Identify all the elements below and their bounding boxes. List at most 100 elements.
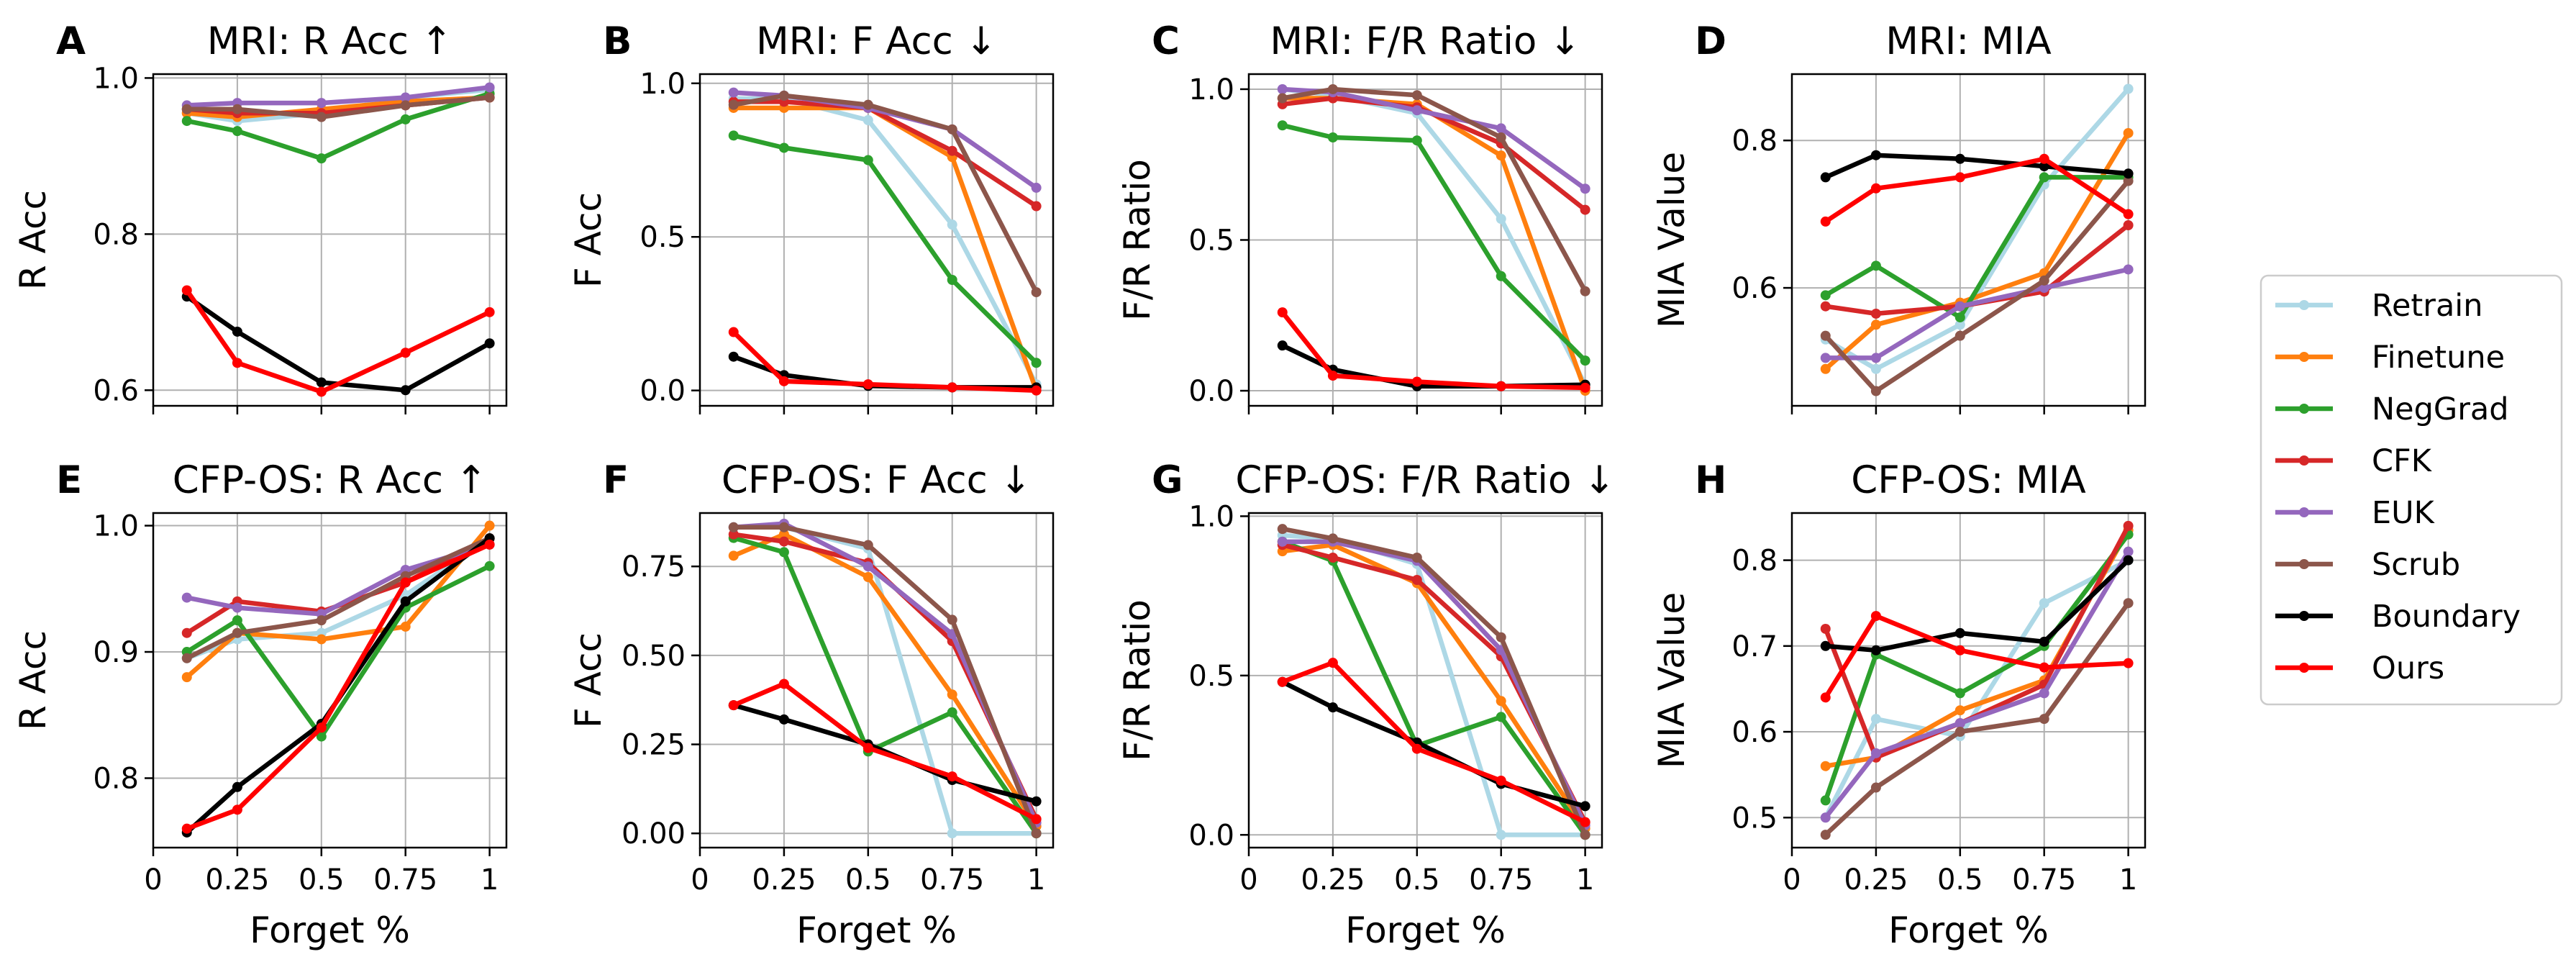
legend-entry-retrain: Retrain xyxy=(2275,288,2483,324)
legend-label: CFK xyxy=(2372,443,2433,479)
data-point xyxy=(1277,340,1288,351)
data-point xyxy=(400,621,411,632)
legend-entry-neggrad: NegGrad xyxy=(2275,391,2509,427)
data-point xyxy=(316,634,327,645)
data-point xyxy=(181,116,192,127)
panel-title: MRI: MIA xyxy=(1885,19,2052,63)
data-point xyxy=(947,828,957,839)
data-point xyxy=(778,90,789,101)
panel-B: 0.0 0.5 1.0 MRI: F Acc ↓ B F Acc xyxy=(568,19,1055,414)
legend-label: Scrub xyxy=(2372,547,2460,583)
data-point xyxy=(1954,153,1965,164)
data-point xyxy=(947,274,957,285)
x-tick-label: 0.25 xyxy=(1844,863,1908,897)
panel-G: 0.0 0.5 1.0 0 0.25 0.5 0.75 1 CFP-OS: F/R Ratio … xyxy=(1116,458,1616,951)
panel-title: MRI: F/R Ratio ↓ xyxy=(1270,19,1580,63)
data-point xyxy=(2039,714,2049,725)
x-tick-label: 1 xyxy=(481,863,499,897)
data-point xyxy=(400,100,411,111)
data-point xyxy=(1820,172,1831,183)
y-tick-label: 1.0 xyxy=(1188,73,1234,106)
data-point xyxy=(1411,376,1422,387)
panel-D: 0.6 0.8 MRI: MIA D MIA Value xyxy=(1651,19,2147,414)
legend-label: Ours xyxy=(2372,650,2444,686)
x-axis-label: Forget % xyxy=(250,909,410,951)
data-point xyxy=(728,87,739,98)
data-point xyxy=(1580,382,1590,393)
panel-letter: F xyxy=(603,458,629,502)
data-point xyxy=(232,627,242,638)
data-point xyxy=(778,536,789,547)
panel-H: 0.5 0.6 0.7 0.8 0 0.25 0.5 0.75 1 CFP-OS: MIA H MIA… xyxy=(1651,458,2147,951)
y-tick-label: 0.50 xyxy=(622,640,686,673)
data-point xyxy=(1327,553,1338,563)
series-scrub xyxy=(1820,176,2134,396)
panel-F: 0.00 0.25 0.50 0.75 0 0.25 0.5 0.75 1 CFP-OS: F A… xyxy=(568,458,1055,951)
x-tick-label: 0.25 xyxy=(752,863,816,897)
data-point xyxy=(1277,307,1288,318)
data-point xyxy=(1496,123,1506,134)
data-point xyxy=(2123,176,2134,186)
data-point xyxy=(1496,696,1506,707)
data-point xyxy=(863,115,873,126)
x-tick-label: 0.75 xyxy=(920,863,984,897)
y-axis-label: R Acc xyxy=(12,190,54,290)
y-tick-label: 0.25 xyxy=(622,729,686,762)
y-tick-label: 0.0 xyxy=(1188,375,1234,408)
series-ours xyxy=(181,285,495,397)
data-point xyxy=(1580,817,1590,827)
data-point xyxy=(778,522,789,532)
series-scrub xyxy=(728,522,1042,839)
data-point xyxy=(778,714,789,725)
data-point xyxy=(2123,658,2134,668)
panel-letter: B xyxy=(603,19,632,63)
data-point xyxy=(1031,287,1042,298)
legend-label: NegGrad xyxy=(2372,391,2509,427)
axes-frame xyxy=(1247,73,1603,407)
data-point xyxy=(2123,127,2134,138)
axes-frame xyxy=(152,73,508,407)
legend-entry-scrub: Scrub xyxy=(2275,547,2460,583)
data-point xyxy=(2039,161,2049,172)
panel-E: 0.8 0.9 1.0 0 0.25 0.5 0.75 1 CFP-OS: R Acc ↑ E R … xyxy=(12,458,508,951)
data-point xyxy=(484,307,495,317)
legend-marker xyxy=(2299,404,2309,414)
data-point xyxy=(728,529,739,540)
data-point xyxy=(1327,658,1338,668)
data-point xyxy=(2123,555,2134,566)
axes-frame xyxy=(1790,512,2147,849)
data-point xyxy=(1496,150,1506,161)
plot-area xyxy=(1792,513,2145,848)
data-point xyxy=(778,142,789,153)
data-point xyxy=(316,377,327,388)
panel-letter: D xyxy=(1695,19,1726,63)
x-tick-label: 0.75 xyxy=(373,863,437,897)
plot-area xyxy=(153,74,506,406)
x-axis-label: Forget % xyxy=(1888,909,2049,951)
data-point xyxy=(1496,271,1506,281)
data-point xyxy=(232,615,242,626)
legend-label: EUK xyxy=(2372,495,2436,531)
data-point xyxy=(1031,828,1042,839)
y-tick-label: 0.5 xyxy=(1188,660,1234,693)
series-ours xyxy=(1820,611,2134,703)
data-point xyxy=(863,155,873,165)
data-point xyxy=(2123,546,2134,557)
y-tick-label: 0.00 xyxy=(622,817,686,850)
data-point xyxy=(484,338,495,349)
y-tick-label: 1.0 xyxy=(640,68,686,101)
data-point xyxy=(1327,132,1338,143)
data-point xyxy=(232,326,242,337)
data-point xyxy=(1954,645,1965,655)
data-point xyxy=(1580,286,1590,296)
data-point xyxy=(1954,319,1965,330)
data-point xyxy=(863,572,873,583)
data-point xyxy=(1411,575,1422,585)
x-tick-label: 1 xyxy=(1027,863,1045,897)
data-point xyxy=(484,82,495,93)
data-point xyxy=(2123,520,2134,531)
y-tick-label: 1.0 xyxy=(93,510,139,543)
y-tick-label: 0.0 xyxy=(640,375,686,408)
data-point xyxy=(1031,358,1042,368)
